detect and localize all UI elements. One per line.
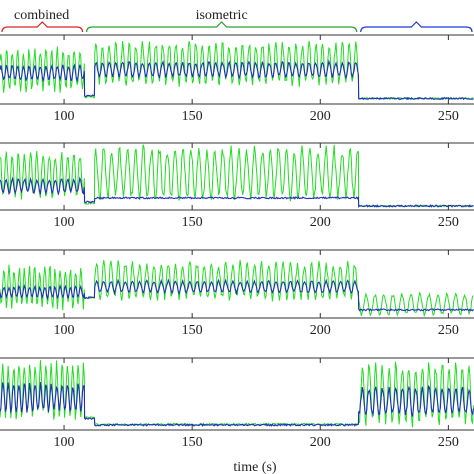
series-line-blue xyxy=(0,382,474,427)
phase-label: combined xyxy=(14,8,69,23)
panel-3: 100 150 200 250 xyxy=(0,249,474,338)
x-tick-label: 200 xyxy=(310,215,331,230)
x-tick-label: 150 xyxy=(182,435,203,450)
phase-brackets: combined isometric xyxy=(1,8,473,33)
x-tick-label: 250 xyxy=(438,215,459,230)
x-tick-label: 250 xyxy=(438,109,459,124)
x-tick-label: 100 xyxy=(54,109,75,124)
phase-bracket xyxy=(85,21,358,33)
x-tick-label: 200 xyxy=(310,435,331,450)
panel-1: 100 150 200 250 xyxy=(0,34,474,124)
panel-4: 100 150 200 250 xyxy=(0,357,474,450)
x-axis-label-group: time (s) xyxy=(233,460,276,474)
panel-2: 100 150 200 250 xyxy=(0,142,474,230)
phase-bracket xyxy=(1,21,84,33)
phase-bracket xyxy=(360,21,473,33)
series-line-blue xyxy=(0,176,474,208)
x-tick-label: 200 xyxy=(310,323,331,338)
series-line-blue xyxy=(0,278,474,312)
series-line-green xyxy=(0,144,474,208)
series-line-blue xyxy=(0,59,474,101)
x-axis-label: time (s) xyxy=(233,460,276,474)
x-tick-label: 150 xyxy=(182,323,203,338)
x-tick-label: 100 xyxy=(54,215,75,230)
x-tick-label: 200 xyxy=(310,109,331,124)
x-tick-label: 250 xyxy=(438,323,459,338)
x-tick-label: 150 xyxy=(182,215,203,230)
x-tick-label: 150 xyxy=(182,109,203,124)
x-tick-label: 100 xyxy=(54,435,75,450)
phase-label: isometric xyxy=(196,8,248,23)
x-tick-label: 250 xyxy=(438,435,459,450)
x-tick-label: 100 xyxy=(54,323,75,338)
